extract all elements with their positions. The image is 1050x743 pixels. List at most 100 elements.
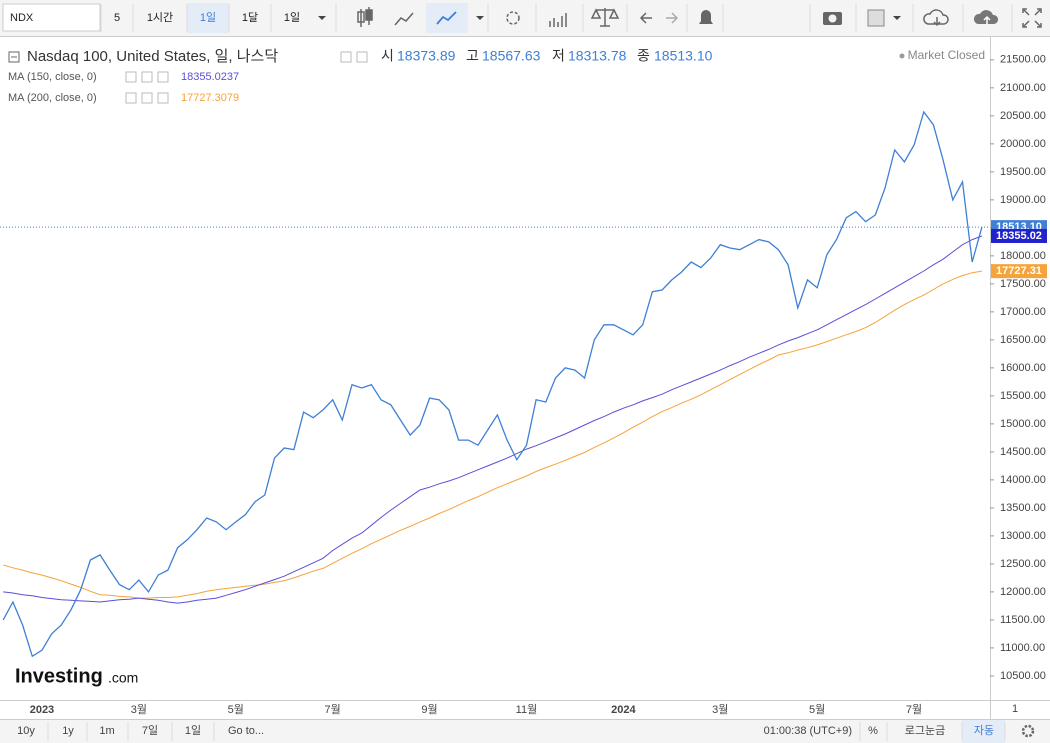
interval-button[interactable]: 1일 — [284, 10, 300, 24]
y-tick-label: 16000.00 — [1000, 362, 1046, 374]
ohlc-label: 저 — [552, 48, 565, 64]
plot-area — [0, 110, 990, 658]
percent-toggle[interactable]: % — [868, 725, 878, 737]
last-value-label: 17727.31 — [996, 265, 1042, 277]
y-tick-label: 15000.00 — [1000, 418, 1046, 430]
y-tick-label: 14000.00 — [1000, 474, 1046, 486]
market-status: Market Closed — [908, 48, 985, 62]
footer — [0, 719, 1050, 743]
x-tick-label: 7월 — [906, 703, 922, 716]
logo-suffix: .com — [108, 670, 138, 686]
y-tick-label: 14500.00 — [1000, 446, 1046, 458]
y-tick-label: 12000.00 — [1000, 586, 1046, 598]
x-tick-label: 3월 — [131, 703, 147, 716]
indicators-icon[interactable] — [549, 13, 567, 27]
ohlc-label: 고 — [466, 48, 479, 64]
dropdown[interactable] — [318, 16, 326, 20]
indicator-value: 18355.0237 — [181, 71, 239, 83]
upload-arrow — [983, 15, 991, 25]
interval-button[interactable]: 1달 — [242, 11, 258, 24]
interval-button[interactable]: 1시간 — [147, 11, 173, 24]
line-icon[interactable] — [436, 11, 457, 25]
indicator-icons[interactable] — [125, 71, 169, 104]
selected-bg — [187, 3, 229, 33]
series-line — [3, 270, 982, 599]
go-to-button[interactable]: Go to... — [228, 725, 264, 737]
x-tick-label: 5월 — [228, 703, 244, 716]
area-icon[interactable] — [394, 12, 414, 26]
y-tick-label: 11000.00 — [1000, 642, 1045, 654]
y-tick-label: 21500.00 — [1000, 54, 1046, 66]
y-tick-label: 21000.00 — [1000, 82, 1046, 94]
selected-bg — [426, 3, 468, 33]
last-value-marker — [991, 264, 1047, 279]
range-button[interactable]: 1m — [99, 725, 114, 737]
last-value-label: 18355.02 — [996, 230, 1042, 242]
y-tick-label: 20000.00 — [1000, 138, 1046, 150]
y-tick-label: 15500.00 — [1000, 390, 1046, 402]
camera-lens — [828, 14, 837, 23]
y-tick-label: 19500.00 — [1000, 166, 1046, 178]
status-dot — [899, 53, 905, 59]
y-tick-label: 10500.00 — [1000, 670, 1046, 682]
ohlc-label: 종 — [637, 48, 650, 64]
x-tick-label: 7월 — [325, 703, 341, 716]
range-button[interactable]: 1일 — [185, 723, 201, 737]
symbol[interactable]: NDX — [10, 12, 34, 24]
fullscreen-icon[interactable] — [1022, 8, 1042, 28]
y-tick-label: 16500.00 — [1000, 334, 1046, 346]
cloud-download-icon[interactable] — [923, 9, 949, 27]
x-tick-label: 9월 — [421, 703, 437, 716]
compare-icon[interactable] — [590, 8, 620, 27]
footer-separators — [47, 722, 1006, 741]
indicator-name: MA (200, close, 0) — [8, 92, 97, 104]
indicator-name: MA (150, close, 0) — [8, 71, 97, 83]
y-tick-label: 11500.00 — [1000, 614, 1045, 626]
settings-icon[interactable] — [506, 11, 520, 25]
y-tick-label: 20500.00 — [1000, 110, 1046, 122]
series-line — [3, 235, 983, 604]
color-icon[interactable] — [867, 9, 885, 27]
y-tick-label: 13500.00 — [1000, 502, 1046, 514]
range-button[interactable]: 10y — [17, 725, 35, 737]
y-tick-label: 17000.00 — [1000, 306, 1046, 318]
x-tick-label: 5월 — [809, 703, 825, 716]
dropdown[interactable] — [476, 16, 484, 20]
clock: 01:00:38 (UTC+9) — [764, 725, 852, 737]
x-tick-label: 2024 — [611, 704, 636, 716]
selected-bg — [962, 720, 1005, 743]
y-tick-label: 19000.00 — [1000, 194, 1046, 206]
indicator-value: 17727.3079 — [181, 92, 239, 104]
ohlc-label: 시 — [381, 48, 394, 64]
auto-toggle[interactable]: 자동 — [974, 724, 994, 737]
logo-brand: Investing — [15, 665, 103, 687]
y-tick-label: 18000.00 — [1000, 250, 1046, 262]
dropdown[interactable] — [893, 16, 901, 20]
ohlc-value: 18313.78 — [568, 48, 627, 64]
y-tick-label: 12500.00 — [1000, 558, 1046, 570]
y-tick-label: 17500.00 — [1000, 278, 1046, 290]
x-tick-label: 2023 — [30, 704, 54, 716]
settings-icon[interactable] — [1021, 724, 1035, 738]
collapse-icon[interactable] — [8, 51, 20, 63]
symbol-input[interactable] — [2, 3, 101, 32]
ohlc-value: 18513.10 — [654, 48, 713, 64]
alert-icon[interactable] — [699, 10, 713, 24]
axis-corner: 1 — [1012, 703, 1018, 715]
log-toggle[interactable]: 로그눈금 — [905, 724, 945, 737]
ohlc-value: 18567.63 — [482, 48, 541, 64]
undo-icon[interactable] — [639, 12, 652, 24]
interval-button[interactable]: 1일 — [200, 10, 216, 24]
range-button[interactable]: 1y — [62, 725, 74, 737]
interval-button[interactable]: 5 — [114, 12, 120, 24]
y-tick-label: 13000.00 — [1000, 530, 1046, 542]
range-button[interactable]: 7일 — [142, 723, 158, 737]
candles-icon[interactable] — [357, 7, 373, 27]
legend-icons[interactable] — [340, 51, 368, 63]
x-tick-label: 3월 — [712, 703, 728, 716]
toolbar-separators — [100, 4, 1013, 32]
redo-icon[interactable] — [666, 12, 679, 24]
ohlc-value: 18373.89 — [397, 48, 456, 64]
x-tick-label: 11월 — [516, 703, 538, 716]
